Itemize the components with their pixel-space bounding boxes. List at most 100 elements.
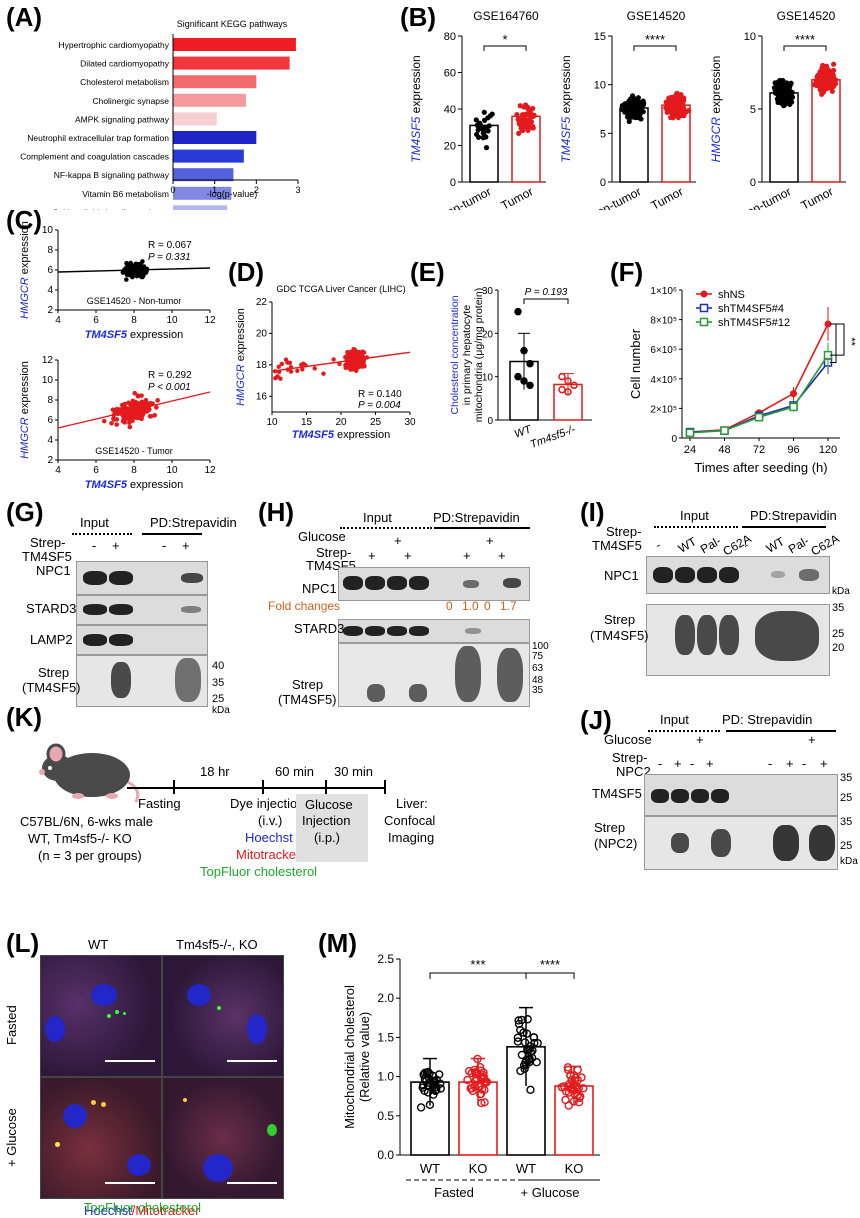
f-xtick-label: 120 — [819, 444, 837, 456]
d-point — [343, 365, 348, 370]
m-tick-label: 2.0 — [377, 991, 394, 1005]
b-point — [672, 97, 678, 103]
a-bar — [173, 93, 246, 107]
b-point — [514, 112, 520, 118]
b-category-label: Non-tumor — [587, 184, 644, 210]
d-point — [299, 362, 304, 367]
d-xlabel: TM4SF5 expression — [292, 429, 390, 440]
blot-j-lane6: + — [786, 756, 794, 771]
b-point — [516, 121, 522, 127]
blot-j-row-npc2: (NPC2) — [594, 836, 638, 851]
blot-j-strep2: NPC2 — [616, 764, 651, 779]
a-category-label: Sphingolipid signaling pathway — [53, 207, 170, 210]
b-sig-bracket — [633, 45, 677, 51]
e-ylabel: Cholesterol concentrationin primary hepa… — [449, 288, 485, 422]
f-point — [789, 402, 798, 412]
blot-j-input: Input — [660, 712, 689, 727]
timeline-ip: (i.p.) — [314, 830, 340, 845]
blot-h-mw63: 63 — [532, 663, 544, 674]
a-bar — [173, 75, 257, 89]
e-tick-label: 10 — [482, 373, 494, 384]
blot-h-strep — [338, 643, 530, 707]
micro-row-glucose: + Glucose — [4, 1108, 19, 1167]
blot-h-mw75: 75 — [532, 651, 544, 662]
e-point — [564, 388, 572, 396]
f-ytick-label: 2×10⁵ — [650, 404, 677, 415]
m-ylabel: Mitochondrial cholesterol(Relative value… — [342, 985, 372, 1129]
d-point — [275, 374, 280, 379]
blot-i-mw35: 35 — [832, 602, 845, 614]
b-point — [831, 61, 837, 67]
micro-row-fasted: Fasted — [4, 1005, 19, 1045]
c-point — [144, 400, 149, 406]
timeline-fasting: Fasting — [138, 796, 181, 811]
a-tick-label: 2 — [254, 185, 259, 195]
chart-b-expression: GSE164760 TM4SF5 expression 0 20 40 60 80 Non-t… — [409, 9, 846, 210]
a-tick-label: 3 — [295, 185, 300, 195]
c-xlabel: TM4SF5 expression — [85, 329, 183, 341]
b-point — [778, 84, 784, 90]
m-point — [519, 1028, 528, 1037]
e-pvalue: P = 0.193 — [525, 287, 568, 298]
timeline-topfluor: TopFluor cholesterol — [200, 864, 318, 879]
blot-i-mw25: 25 — [832, 628, 845, 640]
f-series-line — [689, 362, 829, 433]
c-point — [122, 413, 128, 418]
c-point — [145, 409, 150, 414]
c-point — [152, 413, 157, 418]
m-point — [467, 1084, 476, 1093]
blot-h-lane2: + — [368, 548, 376, 563]
c-xtick-label: 4 — [55, 465, 61, 476]
b-category-label: Non-tumor — [737, 184, 794, 210]
c-point — [135, 393, 141, 398]
b-point — [527, 109, 534, 116]
b-point — [516, 130, 522, 136]
b-point — [820, 88, 826, 94]
blot-h-row-tm4sf5: (TM4SF5) — [278, 692, 337, 707]
micro-col-wt: WT — [88, 937, 109, 952]
blot-j-mw25a: 25 — [840, 792, 853, 804]
m-sig-stars2: **** — [540, 957, 560, 972]
b-point — [619, 102, 625, 109]
b-sig-stars: **** — [795, 32, 815, 47]
b-ylabel: HMGCR expression — [709, 56, 723, 163]
a-bar — [173, 56, 290, 70]
m-sig-bracket2 — [525, 972, 575, 979]
timeline-glucose: Glucose — [305, 797, 353, 812]
blot-h-lane6: + — [463, 548, 471, 563]
panel-label-k: (K) — [6, 702, 43, 732]
b-point — [819, 65, 825, 71]
c-ytick-label: 8 — [47, 245, 53, 256]
blot-j-glu-plus2: + — [808, 732, 816, 747]
blot-j-lane8: + — [820, 756, 828, 771]
b-title: GSE164760 — [473, 9, 539, 23]
timeline-dye: Dye injection — [230, 796, 305, 811]
blot-i-strep — [646, 604, 830, 676]
f-xlabel: Times after seeding (h) — [694, 460, 827, 475]
c-stat-r: R = 0.067 — [148, 240, 192, 251]
c-point — [114, 422, 120, 427]
blot-h-fold1: 0 — [446, 599, 453, 613]
c-ytick-label: 6 — [47, 415, 53, 426]
c-point — [127, 424, 133, 430]
c-point — [109, 420, 114, 426]
f-sig-stars: ** — [845, 337, 857, 346]
b-point — [780, 90, 786, 96]
panel-label-l: (L) — [6, 928, 40, 958]
panel-label-i: (I) — [580, 497, 605, 527]
e-point — [520, 377, 528, 385]
c-point — [141, 409, 146, 414]
panel-label-g: (G) — [6, 497, 44, 527]
b-tick-label: 10 — [594, 80, 606, 92]
e-point — [520, 346, 528, 355]
d-xtick-label: 20 — [335, 417, 347, 428]
m-point — [514, 1016, 523, 1025]
m-point — [463, 1075, 472, 1085]
d-point — [354, 359, 360, 364]
m-point — [520, 1064, 529, 1073]
timeline-mitotracker: Mitotracker — [236, 847, 301, 862]
d-xtick-label: 25 — [370, 417, 382, 428]
e-point — [558, 385, 566, 394]
c-point — [147, 413, 153, 419]
m-point — [561, 1095, 570, 1105]
